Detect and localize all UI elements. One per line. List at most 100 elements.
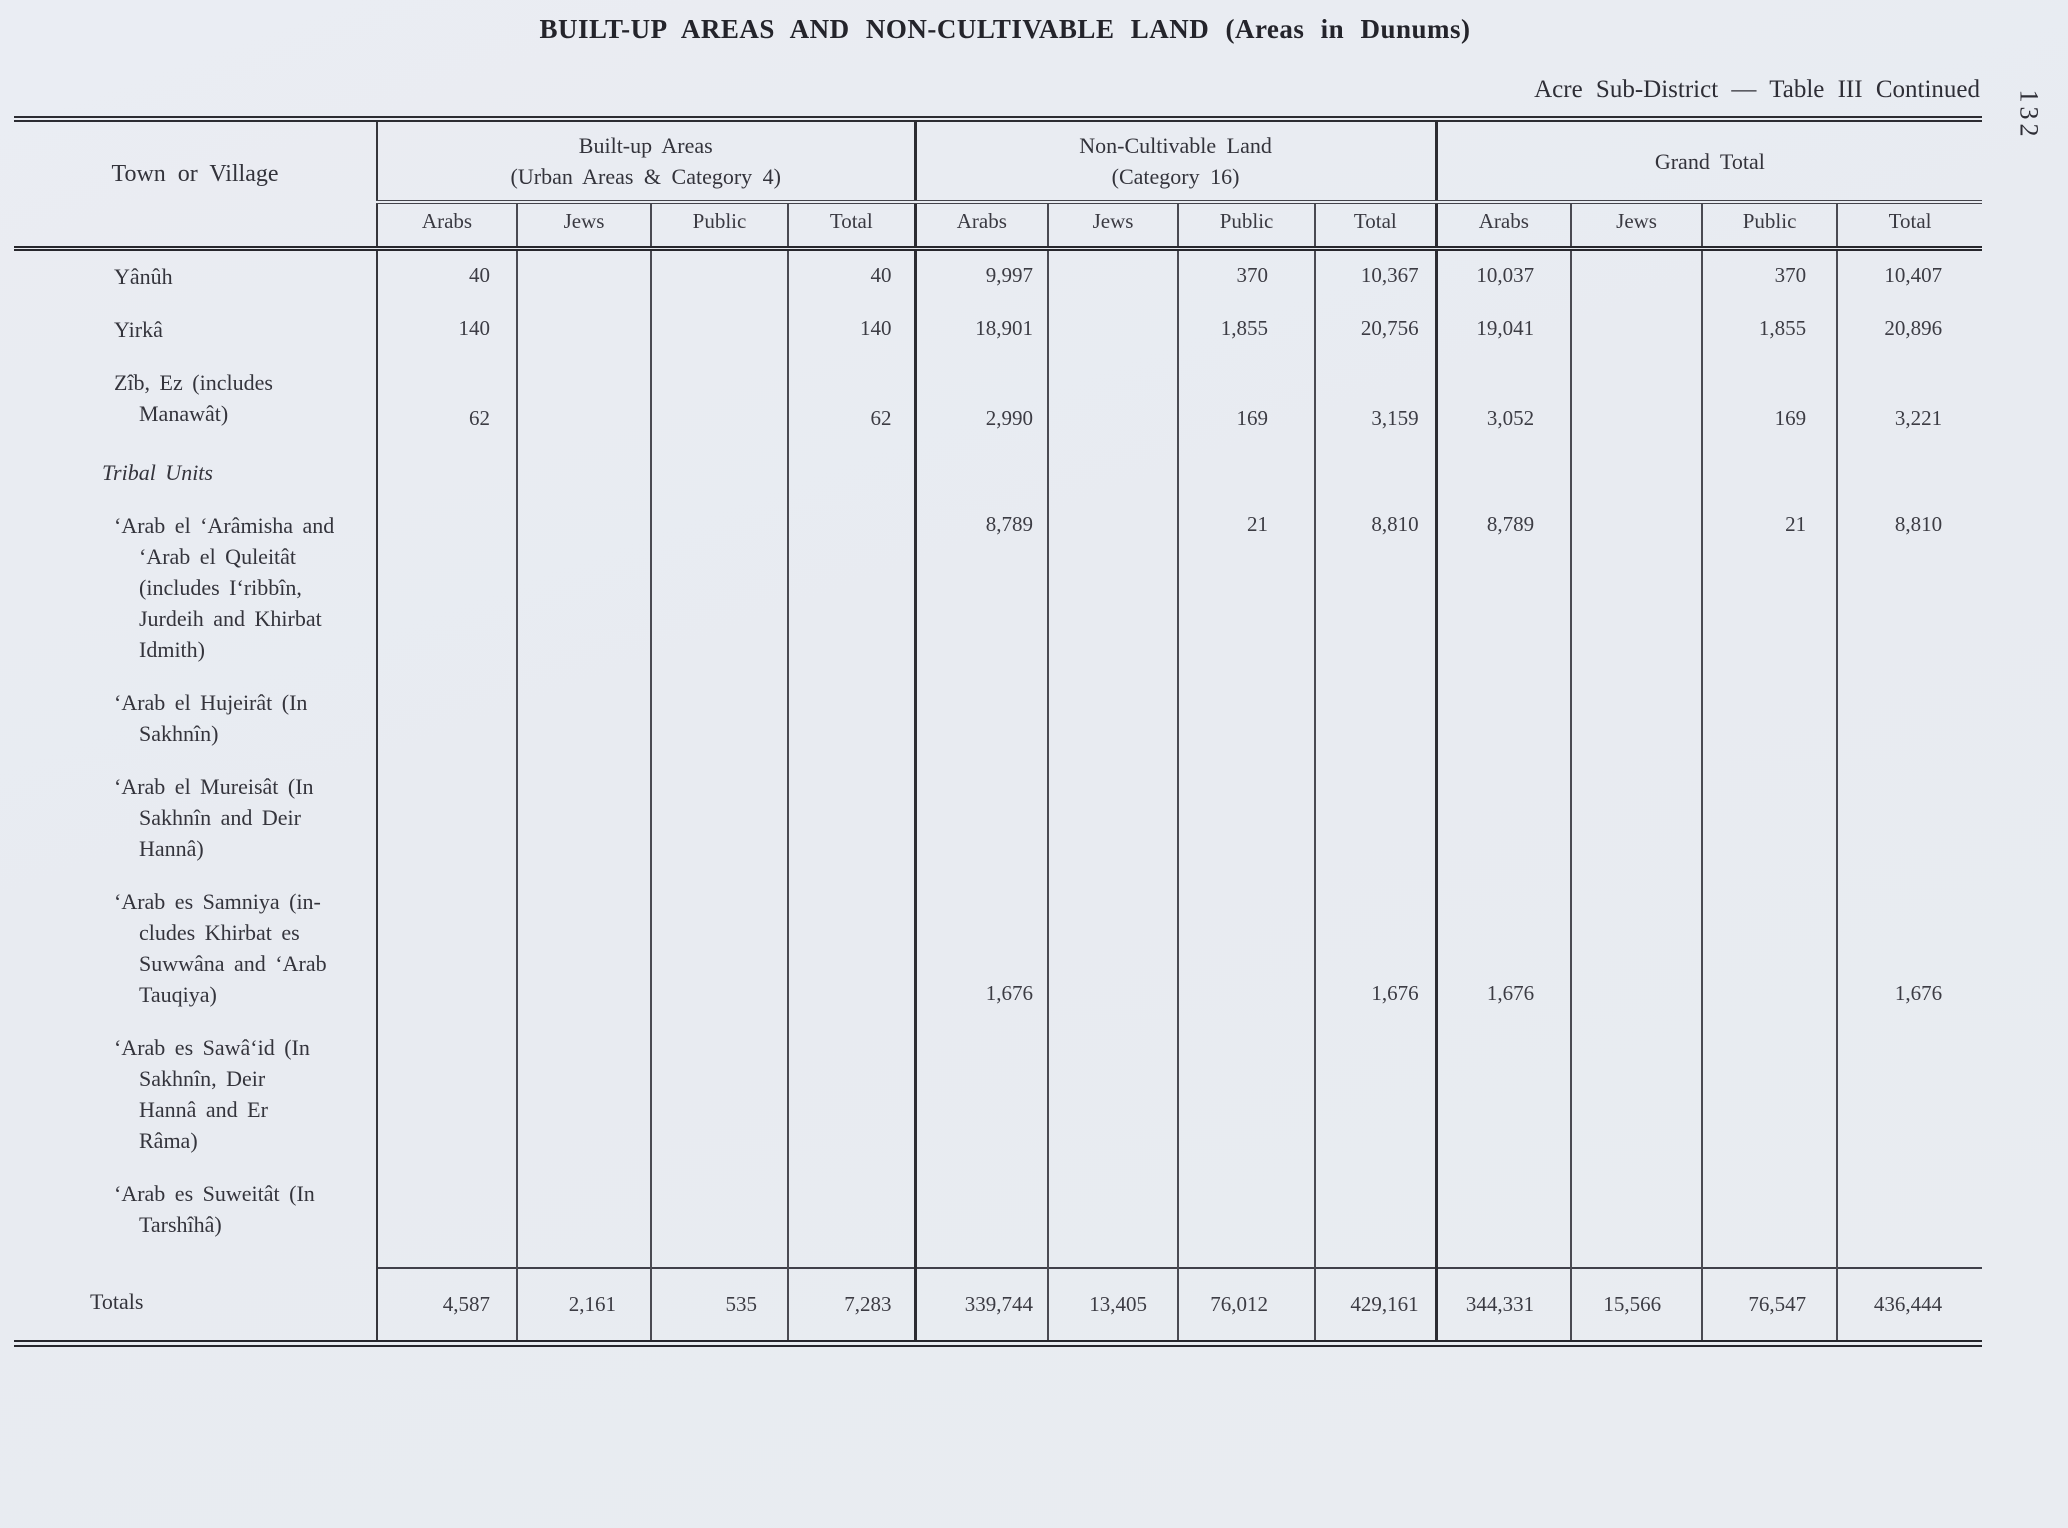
cell-grand-total-public [1701,875,1838,1022]
cell-non-cultivable-public: 1,855 [1177,303,1316,357]
section-label: Tribal Units [102,459,213,485]
cell-built-up-total [786,1167,916,1268]
cell-built-up-jews [516,303,651,357]
cell-non-cultivable-jews [1047,499,1179,677]
cell-built-up-public [650,676,788,761]
sub-header-grand-total-public: Public [1701,202,1838,251]
table-row: ‘Arab el Hujeirât (In Sakhnîn) [14,676,1983,761]
table-row: Yirkâ 140 140 18,901 1,855 20,756 19,041 1,855 2… [14,303,1983,357]
table-caption: Acre Sub-District — Table III Continued [1534,76,1980,103]
cell-non-cultivable-public [1177,1167,1316,1268]
cell-non-cultivable-jews [1047,1167,1179,1268]
cell-grand-total-arabs [1434,1167,1572,1268]
cell-non-cultivable-jews [1047,248,1179,304]
cell-non-cultivable-public: 76,012 [1177,1266,1316,1347]
cell-grand-total-total [1836,760,1983,876]
cell-built-up-total [786,760,916,876]
cell-non-cultivable-total [1314,760,1437,876]
page-title: BUILT-UP AREAS AND NON-CULTIVABLE LAND (… [539,14,1471,44]
cell-non-cultivable-total: 1,676 [1314,875,1437,1022]
cell-non-cultivable-jews: 13,405 [1047,1266,1179,1347]
cell-non-cultivable-public [1177,875,1316,1022]
cell-non-cultivable-total [1314,676,1437,761]
cell-non-cultivable-jews [1047,1021,1179,1168]
cell-grand-total-jews [1570,760,1703,876]
sub-header-grand-total-total: Total [1836,202,1983,251]
group-header-built-up-areas: Built-up Areas (Urban Areas & Category 4… [377,116,916,204]
cell-built-up-total: 40 [786,248,916,304]
cell-non-cultivable-arabs: 9,997 [913,248,1049,304]
cell-built-up-total [786,676,916,761]
cell-grand-total-arabs: 8,789 [1434,499,1572,677]
table-row: ‘Arab es Suweitât (In Tarshîhâ) [14,1167,1983,1268]
cell-built-up-arabs [376,875,517,1022]
cell-built-up-jews [516,760,651,876]
page-number: 132 [2014,89,2044,141]
sub-header-row: Arabs Jews Public Total Arabs Jews Publi… [14,202,1983,251]
cell-non-cultivable-public: 21 [1177,499,1316,677]
table-row: ‘Arab el Mureisât (In Sakhnîn and Deir H… [14,760,1983,876]
cell-built-up-arabs: 40 [376,248,517,304]
cell-non-cultivable-public: 370 [1177,248,1316,304]
group-header-grand-total: Grand Total [1434,116,1983,204]
cell-non-cultivable-jews [1047,875,1179,1022]
cell-grand-total-total: 436,444 [1836,1266,1983,1347]
cell-non-cultivable-public [1177,446,1316,500]
cell-built-up-arabs [376,446,517,500]
cell-non-cultivable-public [1177,1021,1316,1168]
sub-header-built-up-arabs: Arabs [376,202,517,251]
cell-grand-total-total [1836,676,1983,761]
sub-header-non-cultivable-public: Public [1177,202,1316,251]
cell-grand-total-total [1836,1167,1983,1268]
row-label: Yirkâ [114,316,163,342]
cell-built-up-total [786,875,916,1022]
cell-built-up-public: 535 [650,1266,788,1347]
table-row: Tribal Units [14,446,1983,500]
sub-header-built-up-public: Public [650,202,788,251]
row-label: ‘Arab el ‘Arâmisha and ‘Arab el Quleitât… [114,512,335,662]
cell-grand-total-jews [1570,875,1703,1022]
cell-grand-total-total: 3,221 [1836,356,1983,447]
cell-built-up-arabs [376,1021,517,1168]
cell-built-up-public [650,875,788,1022]
cell-built-up-arabs [376,760,517,876]
cell-built-up-jews: 2,161 [516,1266,651,1347]
cell-built-up-total: 7,283 [786,1266,916,1347]
cell-grand-total-total [1836,446,1983,500]
table-row: Yânûh 40 40 9,997 370 10,367 10,037 370 10,407 [14,248,1983,304]
cell-grand-total-total [1836,1021,1983,1168]
cell-non-cultivable-arabs: 18,901 [913,303,1049,357]
cell-non-cultivable-arabs [913,446,1049,500]
group-header-row: Town or Village Built-up Areas (Urban Ar… [14,116,1983,251]
cell-built-up-public [650,499,788,677]
row-label: ‘Arab es Samniya (in- cludes Khirbat es … [114,888,327,1007]
sub-header-grand-total-jews: Jews [1570,202,1703,251]
cell-non-cultivable-arabs: 8,789 [913,499,1049,677]
cell-grand-total-public: 76,547 [1701,1266,1838,1347]
cell-non-cultivable-total [1314,446,1437,500]
cell-built-up-public [650,760,788,876]
cell-grand-total-jews [1570,446,1703,500]
cell-built-up-jews [516,1021,651,1168]
cell-built-up-public [650,446,788,500]
cell-non-cultivable-public: 169 [1177,356,1316,447]
cell-built-up-total [786,1021,916,1168]
cell-grand-total-public [1701,1021,1838,1168]
cell-built-up-total [786,446,916,500]
row-label: ‘Arab es Sawâ‘id (In Sakhnîn, Deir Hannâ… [114,1034,310,1153]
cell-built-up-jews [516,248,651,304]
cell-built-up-jews [516,676,651,761]
cell-grand-total-jews [1570,356,1703,447]
cell-non-cultivable-jews [1047,676,1179,761]
cell-built-up-public [650,356,788,447]
cell-grand-total-jews [1570,1021,1703,1168]
cell-built-up-arabs [376,676,517,761]
cell-non-cultivable-arabs [913,676,1049,761]
cell-non-cultivable-arabs: 1,676 [913,875,1049,1022]
cell-grand-total-jews [1570,1167,1703,1268]
cell-grand-total-public [1701,1167,1838,1268]
cell-non-cultivable-total: 8,810 [1314,499,1437,677]
cell-non-cultivable-total: 20,756 [1314,303,1437,357]
cell-non-cultivable-arabs [913,760,1049,876]
